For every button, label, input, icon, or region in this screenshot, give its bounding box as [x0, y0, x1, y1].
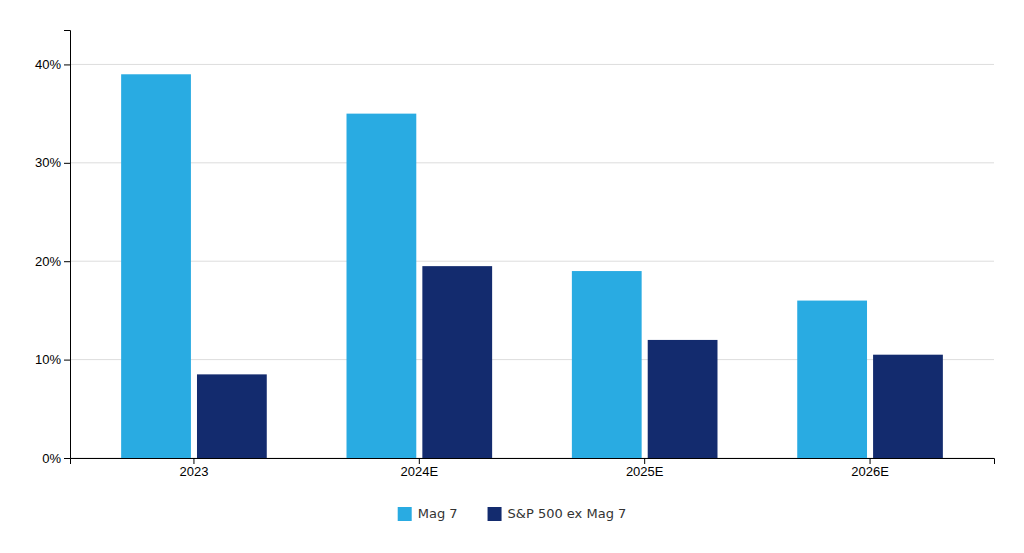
grid-line: [70, 64, 994, 65]
legend-label: Mag 7: [418, 506, 458, 521]
x-axis: 2023 2024E 2025E 2026E: [71, 458, 995, 479]
axis-line: [64, 31, 71, 459]
bar: [797, 301, 867, 458]
tick-label: 2026E: [851, 464, 889, 479]
legend-label: S&P 500 ex Mag 7: [508, 506, 627, 521]
tick-label: 2024E: [401, 464, 439, 479]
tick-mark: [193, 458, 194, 464]
tick: 10%: [35, 352, 70, 367]
legend-swatch: [398, 507, 412, 521]
bar: [572, 271, 642, 458]
tick-mark: [64, 163, 70, 164]
tick: 2026E: [851, 458, 889, 479]
bar-series: [121, 74, 867, 458]
tick-mark: [870, 458, 871, 464]
tick: 2024E: [401, 458, 439, 479]
bar: [347, 114, 417, 458]
y-axis: 0% 10% 20% 30% 40%: [35, 31, 71, 466]
legend-item: S&P 500 ex Mag 7: [488, 506, 627, 521]
tick-label: 20%: [35, 254, 61, 269]
tick-label: 30%: [35, 155, 61, 170]
tick: 2023: [179, 458, 208, 479]
tick-mark: [419, 458, 420, 464]
tick-mark: [64, 64, 70, 65]
tick-label: 10%: [35, 352, 61, 367]
grid-line: [70, 261, 994, 262]
tick: 30%: [35, 155, 70, 170]
axis-line: [71, 459, 995, 465]
bar: [121, 74, 191, 458]
grid: [70, 64, 994, 458]
legend: Mag 7 S&P 500 ex Mag 7: [398, 506, 627, 521]
chart: 0% 10% 20% 30% 40% 2023 2024E 2025E 2026E Mag 7 S&…: [0, 0, 1024, 553]
tick-mark: [64, 458, 70, 459]
bar: [422, 266, 492, 458]
bar: [873, 355, 943, 458]
tick-mark: [644, 458, 645, 464]
tick-label: 2023: [179, 464, 208, 479]
grid-line: [70, 162, 994, 163]
tick: 2025E: [626, 458, 664, 479]
bar: [197, 374, 267, 458]
tick-mark: [64, 360, 70, 361]
tick: 20%: [35, 254, 70, 269]
legend-swatch: [488, 507, 502, 521]
tick-label: 0%: [42, 451, 61, 466]
tick: 40%: [35, 57, 70, 72]
legend-item: Mag 7: [398, 506, 458, 521]
plot: 0% 10% 20% 30% 40% 2023 2024E 2025E 2026E: [35, 31, 995, 480]
bar: [648, 340, 718, 458]
tick-label: 40%: [35, 57, 61, 72]
bar-series: [197, 266, 943, 458]
bars: [121, 74, 943, 458]
tick-label: 2025E: [626, 464, 664, 479]
tick-mark: [64, 261, 70, 262]
tick: 0%: [42, 451, 70, 466]
